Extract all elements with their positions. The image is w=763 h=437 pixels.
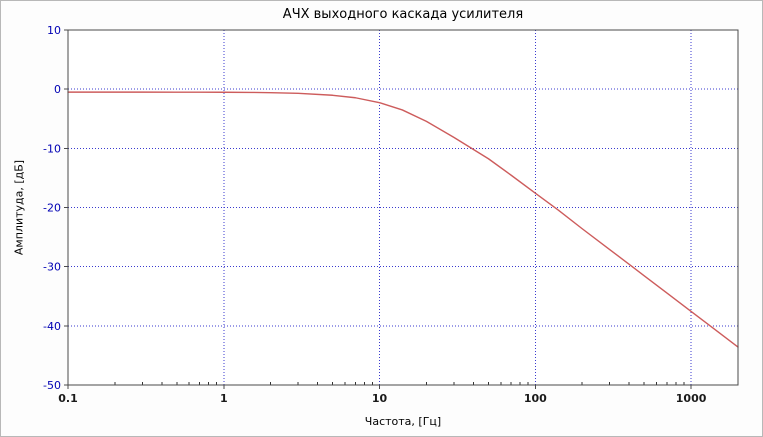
y-tick-label: -40 bbox=[43, 320, 61, 333]
y-tick-label: -30 bbox=[43, 261, 61, 274]
y-tick-label: 10 bbox=[47, 24, 61, 37]
plot-background bbox=[68, 30, 738, 385]
x-tick-label: 100 bbox=[524, 392, 547, 405]
y-tick-label: -20 bbox=[43, 202, 61, 215]
y-tick-label: 0 bbox=[54, 83, 61, 96]
x-tick-label: 1000 bbox=[676, 392, 707, 405]
response-curve bbox=[67, 91, 739, 348]
y-tick-label: -10 bbox=[43, 142, 61, 155]
x-tick-label: 10 bbox=[372, 392, 388, 405]
x-axis-label: Частота, [Гц] bbox=[364, 415, 442, 428]
x-tick-label: 0.1 bbox=[58, 392, 78, 405]
x-tick-label: 1 bbox=[220, 392, 228, 405]
y-tick-label: -50 bbox=[43, 379, 61, 392]
chart-title: АЧХ выходного каскада усилителя bbox=[282, 7, 524, 22]
